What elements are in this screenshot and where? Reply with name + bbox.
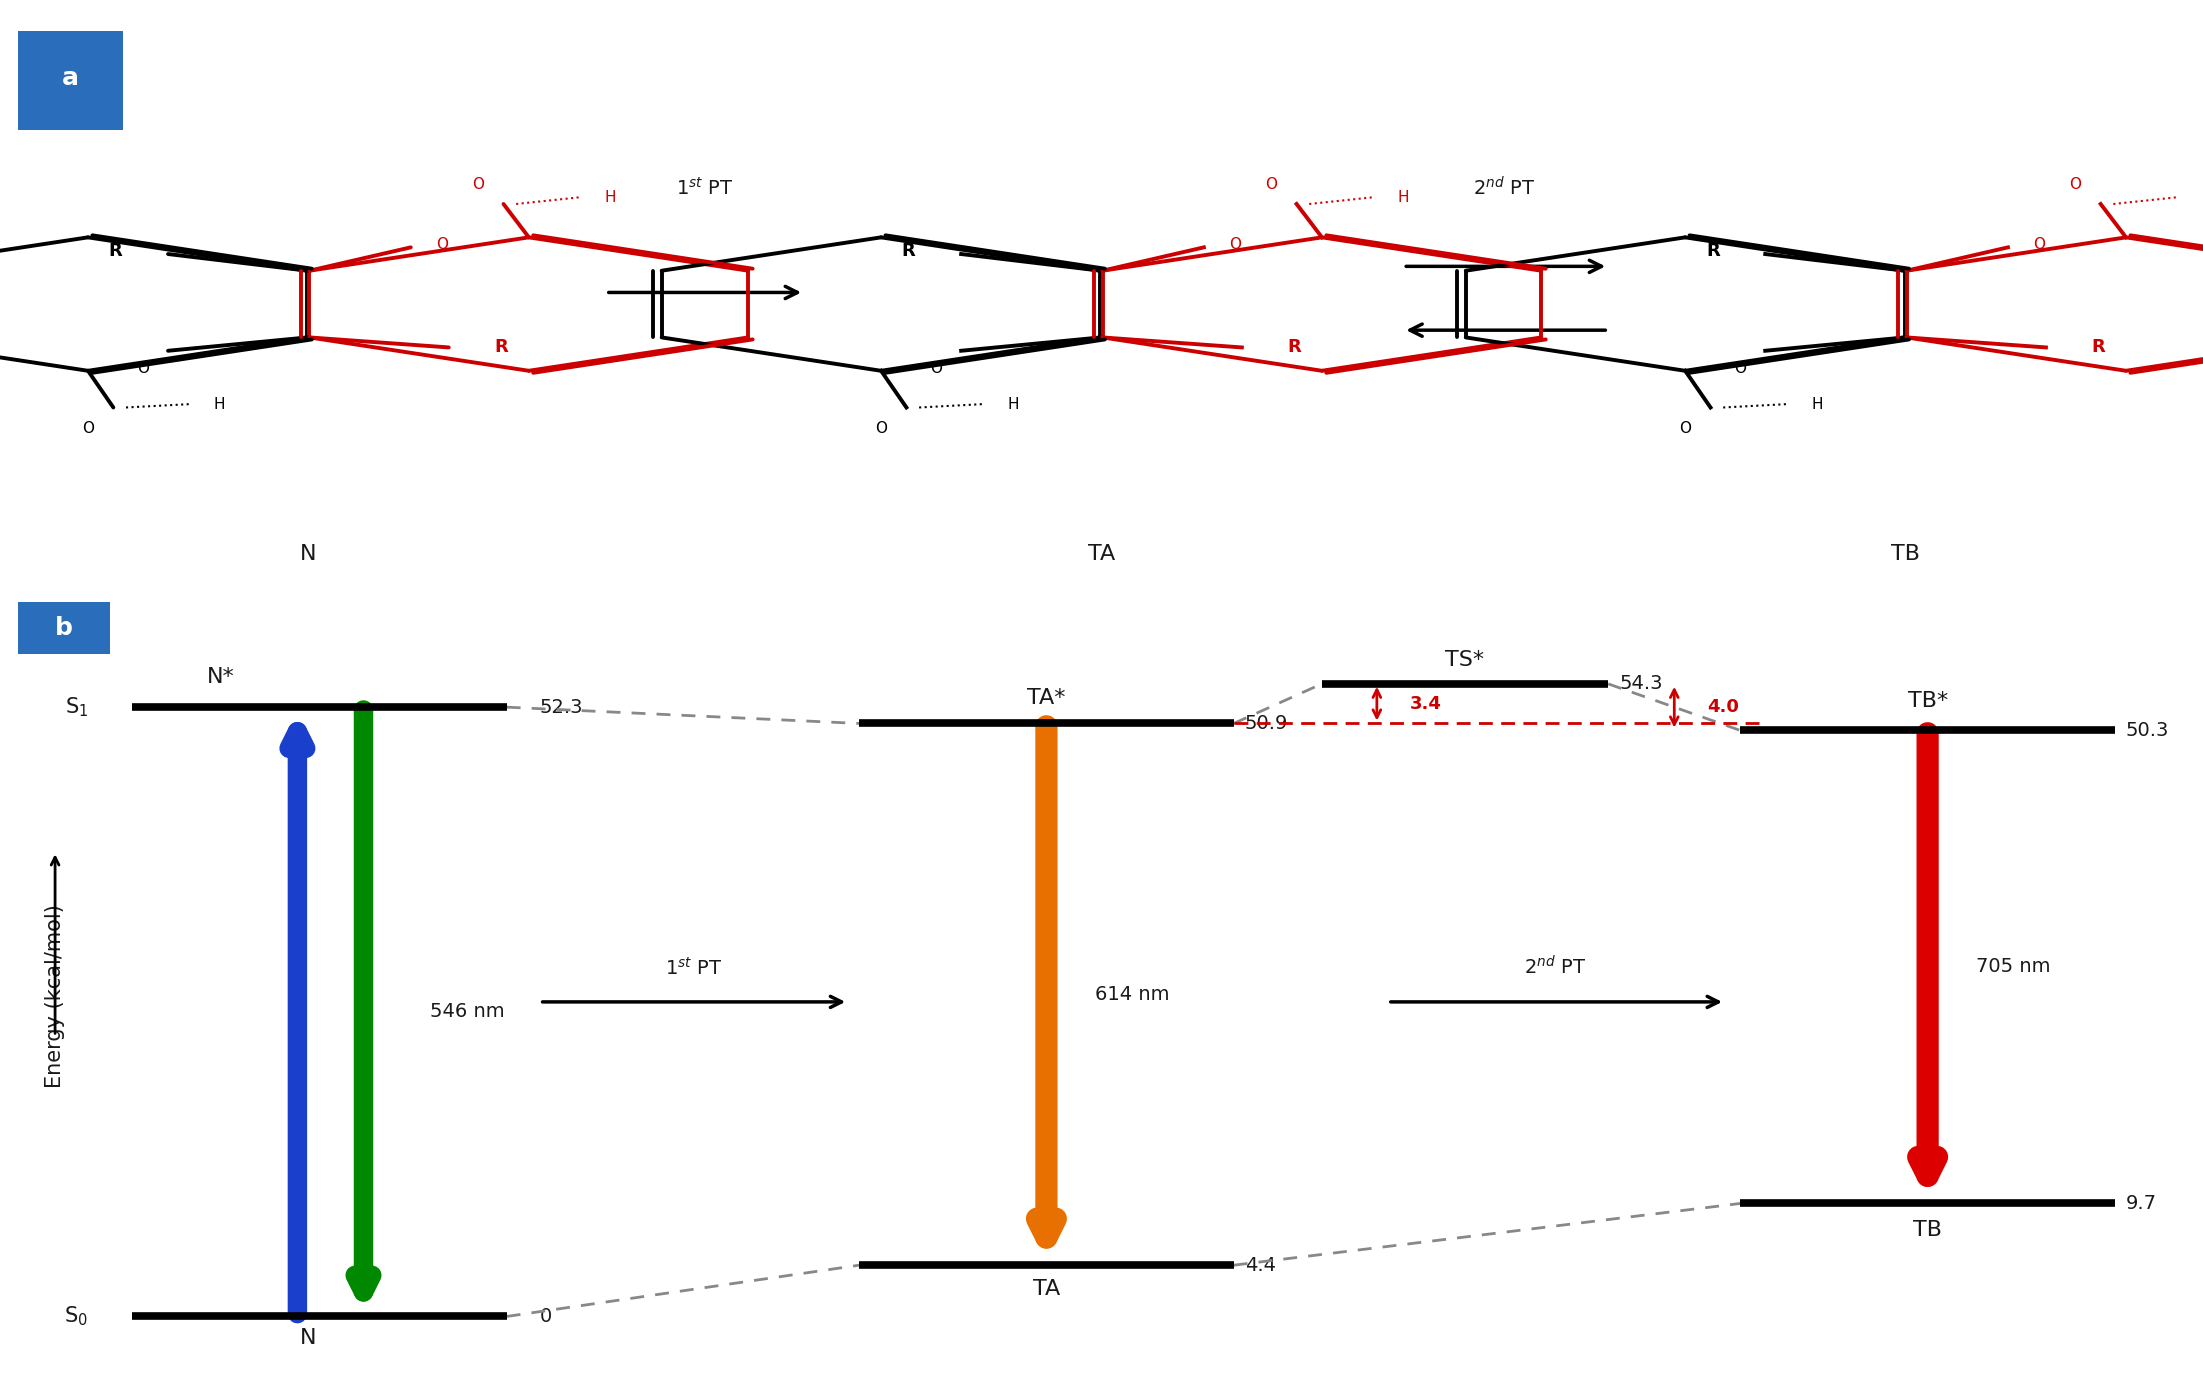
- Text: S$_1$: S$_1$: [64, 695, 88, 719]
- Text: TB*: TB*: [1908, 691, 1947, 710]
- Text: N*: N*: [207, 667, 234, 688]
- Text: H: H: [1397, 190, 1408, 206]
- Text: 614 nm: 614 nm: [1095, 984, 1170, 1004]
- Text: 50.9: 50.9: [1245, 714, 1289, 733]
- Text: R: R: [1287, 338, 1302, 356]
- Text: 546 nm: 546 nm: [430, 1002, 504, 1022]
- Text: O: O: [1265, 178, 1278, 192]
- Text: H: H: [1811, 397, 1822, 411]
- Text: O: O: [1679, 421, 1692, 436]
- Text: O: O: [2069, 178, 2082, 192]
- Text: O: O: [1229, 236, 1240, 252]
- Text: R: R: [493, 338, 509, 356]
- Text: 4.0: 4.0: [1707, 698, 1738, 716]
- Text: TA*: TA*: [1027, 688, 1066, 709]
- Text: O: O: [875, 421, 888, 436]
- Text: H: H: [604, 190, 615, 206]
- Text: N: N: [300, 544, 317, 563]
- Text: R: R: [2091, 338, 2106, 356]
- Text: TA: TA: [1088, 544, 1115, 563]
- Text: H: H: [214, 397, 225, 411]
- Text: 50.3: 50.3: [2126, 721, 2170, 740]
- Text: 0: 0: [540, 1307, 553, 1325]
- Text: 2$^{nd}$ PT: 2$^{nd}$ PT: [1524, 955, 1586, 979]
- Text: R: R: [1705, 242, 1721, 260]
- Text: O: O: [436, 236, 447, 252]
- Text: S$_0$: S$_0$: [64, 1304, 88, 1328]
- Text: Energy (kcal/mol): Energy (kcal/mol): [44, 905, 66, 1088]
- Text: 4.4: 4.4: [1245, 1255, 1276, 1275]
- Text: 1$^{st}$ PT: 1$^{st}$ PT: [676, 178, 734, 199]
- Text: N: N: [300, 1328, 317, 1348]
- Text: a: a: [62, 66, 79, 89]
- FancyBboxPatch shape: [18, 603, 110, 654]
- Text: R: R: [108, 242, 123, 260]
- Text: O: O: [2033, 236, 2044, 252]
- Text: 9.7: 9.7: [2126, 1194, 2157, 1213]
- Text: O: O: [82, 421, 95, 436]
- Text: b: b: [55, 617, 73, 640]
- Text: TB: TB: [1890, 544, 1921, 563]
- Text: 705 nm: 705 nm: [1976, 958, 2051, 976]
- Text: 2$^{nd}$ PT: 2$^{nd}$ PT: [1474, 176, 1535, 200]
- Text: O: O: [930, 361, 943, 376]
- Text: 54.3: 54.3: [1619, 674, 1663, 693]
- Text: O: O: [1734, 361, 1747, 376]
- Text: O: O: [471, 178, 485, 192]
- Text: R: R: [901, 242, 916, 260]
- Text: TB: TB: [1912, 1219, 1943, 1240]
- FancyBboxPatch shape: [18, 31, 123, 130]
- Text: 52.3: 52.3: [540, 698, 584, 717]
- Text: 1$^{st}$ PT: 1$^{st}$ PT: [665, 956, 723, 979]
- Text: TA: TA: [1033, 1279, 1060, 1299]
- Text: O: O: [137, 361, 150, 376]
- Text: 3.4: 3.4: [1410, 695, 1441, 713]
- Text: H: H: [1007, 397, 1018, 411]
- Text: TS*: TS*: [1445, 650, 1485, 670]
